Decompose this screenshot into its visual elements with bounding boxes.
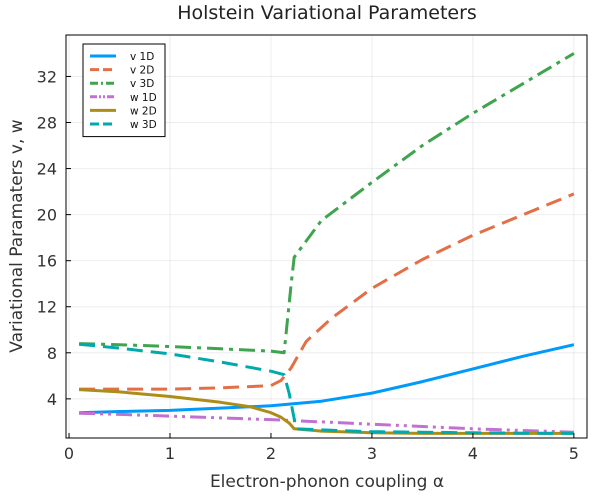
- legend-label: v 1D: [130, 51, 154, 63]
- series-line-v-1d: [79, 343, 575, 415]
- series-line-v-2d: [79, 192, 575, 391]
- legend-box: [82, 43, 166, 138]
- series-line-v-3d: [79, 52, 575, 355]
- y-tick-label: 16: [37, 252, 57, 271]
- legend-label: w 2D: [130, 105, 157, 117]
- legend-label: w 3D: [130, 119, 157, 131]
- y-tick-label: 20: [37, 206, 57, 225]
- x-tick-label: 1: [165, 444, 175, 463]
- legend-label: w 1D: [130, 92, 157, 104]
- series-line-w-3d: [78, 342, 574, 435]
- x-tick-label: 2: [266, 444, 276, 463]
- chart-title: Holstein Variational Parameters: [177, 2, 477, 24]
- y-tick-label: 28: [37, 114, 57, 133]
- legend-label: v 2D: [130, 65, 154, 77]
- grid-lines: [66, 35, 587, 438]
- x-tick-label: 0: [64, 444, 74, 463]
- y-tick-label: 12: [37, 298, 57, 317]
- y-tick-label: 24: [37, 160, 57, 179]
- x-tick-label: 3: [367, 444, 377, 463]
- legend: v 1D v 2Dv 3D w 1Dw 2D w 3D: [82, 43, 166, 138]
- plot-frame: [65, 34, 588, 439]
- x-axis-label: Electron-phonon coupling α: [210, 472, 444, 492]
- x-tick-label: 5: [569, 444, 579, 463]
- y-tick-label: 32: [37, 67, 57, 86]
- series-line-w-1d: [79, 411, 574, 434]
- series-lines: [78, 52, 575, 435]
- y-tick-label: 8: [47, 344, 57, 363]
- x-tick-label: 4: [468, 444, 478, 463]
- legend-label: v 3D: [130, 78, 154, 90]
- y-axis-label: Variational Paramaters v, w: [7, 119, 27, 352]
- y-tick-label: 4: [47, 390, 57, 409]
